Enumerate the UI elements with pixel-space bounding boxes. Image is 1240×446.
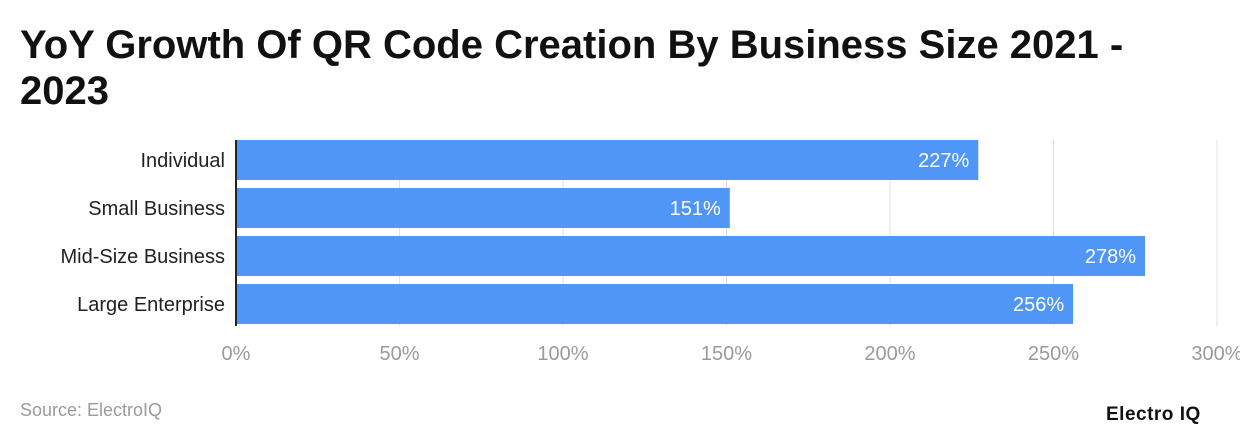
brand-logo: Electro IQ xyxy=(1106,404,1201,425)
x-tick-label: 250% xyxy=(1028,343,1079,365)
bar-value-label: 278% xyxy=(1085,246,1136,268)
bar-small-business xyxy=(236,188,730,228)
bar-value-label: 151% xyxy=(670,198,721,220)
x-tick-label: 50% xyxy=(379,343,419,365)
bar-large-enterprise xyxy=(236,284,1074,324)
x-tick-label: 150% xyxy=(701,343,752,365)
bar-individual xyxy=(236,140,979,180)
x-tick-labels: 0% 50% 100% 150% 200% 250% 300% xyxy=(222,343,1240,365)
bar-value-label: 256% xyxy=(1013,294,1064,316)
category-label: Mid-Size Business xyxy=(60,246,225,268)
x-tick-label: 300% xyxy=(1191,343,1240,365)
category-label: Individual xyxy=(140,150,225,172)
bar-value-label: 227% xyxy=(918,150,969,172)
category-labels: Individual Small Business Mid-Size Busines… xyxy=(60,150,225,316)
chart-title: YoY Growth Of QR Code Creation By Busine… xyxy=(20,23,1124,113)
category-label: Small Business xyxy=(88,198,225,220)
category-label: Large Enterprise xyxy=(77,294,225,316)
x-tick-label: 200% xyxy=(864,343,915,365)
x-tick-label: 0% xyxy=(222,343,251,365)
bars: 227% 151% 278% 256% xyxy=(236,140,1146,324)
x-tick-label: 100% xyxy=(537,343,588,365)
bar-mid-size-business xyxy=(236,236,1146,276)
source-note: Source: ElectroIQ xyxy=(20,400,163,420)
